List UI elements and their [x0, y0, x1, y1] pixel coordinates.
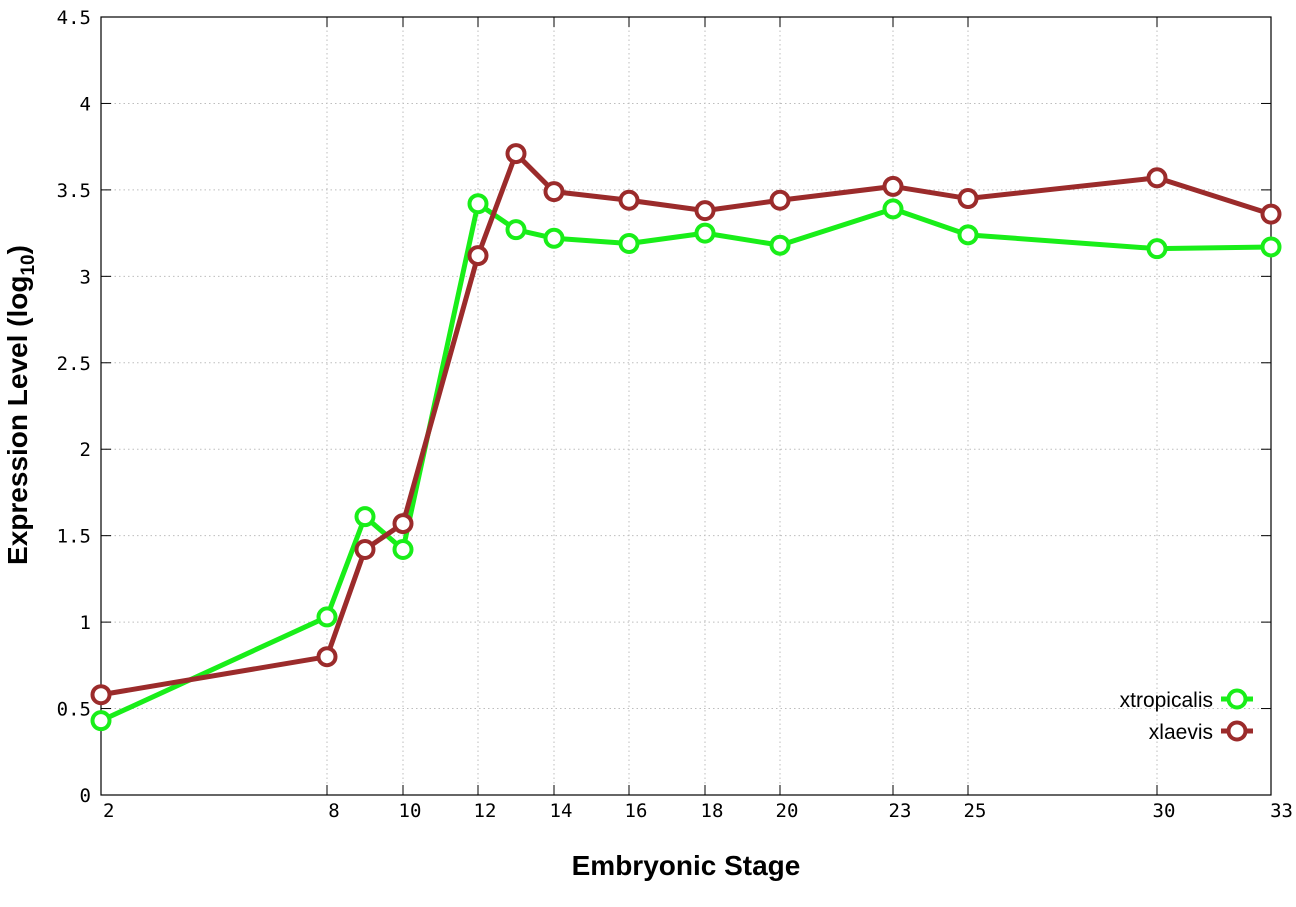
data-point-xlaevis: [694, 200, 716, 222]
data-point-xtropicalis: [392, 538, 414, 560]
data-point-xlaevis: [1146, 167, 1168, 189]
data-point-xtropicalis: [316, 606, 338, 628]
data-point-xtropicalis: [1260, 236, 1282, 258]
y-tick-label: 1.5: [57, 526, 91, 548]
data-point-xtropicalis: [543, 227, 565, 249]
x-axis-title: Embryonic Stage: [572, 850, 801, 881]
data-point-xtropicalis: [467, 193, 489, 215]
legend-label-xlaevis: xlaevis: [1149, 721, 1213, 744]
series-xlaevis: [90, 143, 1282, 706]
data-point-xtropicalis: [90, 710, 112, 732]
legend-label-xtropicalis: xtropicalis: [1120, 689, 1213, 712]
y-axis-title-suffix: ): [2, 245, 33, 254]
y-tick-label: 2: [80, 439, 91, 461]
data-point-xlaevis: [882, 175, 904, 197]
legend-swatch-marker-xtropicalis: [1226, 688, 1248, 710]
y-tick-label: 3.5: [57, 180, 91, 202]
x-tick-label: 20: [776, 800, 799, 822]
data-point-xtropicalis: [505, 219, 527, 241]
data-point-xlaevis: [769, 189, 791, 211]
x-tick-label: 25: [964, 800, 987, 822]
x-tick-label: 8: [328, 800, 339, 822]
y-tick-label: 2.5: [57, 353, 91, 375]
series-layer: [90, 143, 1282, 732]
y-tick-label: 4: [80, 93, 91, 115]
data-point-xtropicalis: [354, 506, 376, 528]
data-point-xtropicalis: [957, 224, 979, 246]
legend-swatch-marker-xlaevis: [1226, 720, 1248, 742]
x-tick-label: 18: [701, 800, 724, 822]
x-tick-label: 23: [889, 800, 912, 822]
x-tick-label: 10: [399, 800, 422, 822]
data-point-xtropicalis: [882, 198, 904, 220]
data-point-xlaevis: [543, 181, 565, 203]
data-point-xlaevis: [90, 684, 112, 706]
y-tick-label: 4.5: [57, 7, 91, 29]
data-point-xlaevis: [957, 188, 979, 210]
data-point-xlaevis: [392, 513, 414, 535]
series-xtropicalis: [90, 193, 1282, 732]
data-point-xtropicalis: [618, 232, 640, 254]
y-tick-label: 0.5: [57, 699, 91, 721]
data-point-xlaevis: [1260, 203, 1282, 225]
x-tick-label: 14: [550, 800, 573, 822]
x-tick-label: 30: [1153, 800, 1176, 822]
data-point-xlaevis: [505, 143, 527, 165]
y-axis-title-main: Expression Level (log: [2, 276, 33, 565]
x-tick-label: 16: [625, 800, 648, 822]
data-point-xlaevis: [467, 245, 489, 267]
data-point-xlaevis: [316, 646, 338, 668]
y-tick-labels: 0 0.5 1 1.5 2 2.5 3 3.5 4 4.5: [57, 7, 91, 807]
y-axis-title-subscript: 10: [18, 254, 39, 275]
x-tick-label: 33: [1270, 800, 1293, 822]
data-point-xtropicalis: [694, 222, 716, 244]
data-point-xlaevis: [618, 189, 640, 211]
y-tick-label: 1: [80, 612, 91, 634]
x-tick-label: 12: [474, 800, 497, 822]
y-axis-title: Expression Level (log10): [2, 245, 39, 565]
y-tick-label: 0: [80, 785, 91, 807]
data-point-xtropicalis: [769, 234, 791, 256]
axis-ticks: [100, 16, 1272, 796]
data-point-xlaevis: [354, 538, 376, 560]
plot-frame: [100, 16, 1272, 796]
x-tick-labels: 2 8 10 12 14 16 18 20 23 25 30 33: [103, 800, 1293, 822]
data-point-xtropicalis: [1146, 238, 1168, 260]
x-tick-label: 2: [103, 800, 114, 822]
y-tick-label: 3: [80, 266, 91, 288]
legend: xtropicalis xlaevis: [1120, 688, 1253, 744]
